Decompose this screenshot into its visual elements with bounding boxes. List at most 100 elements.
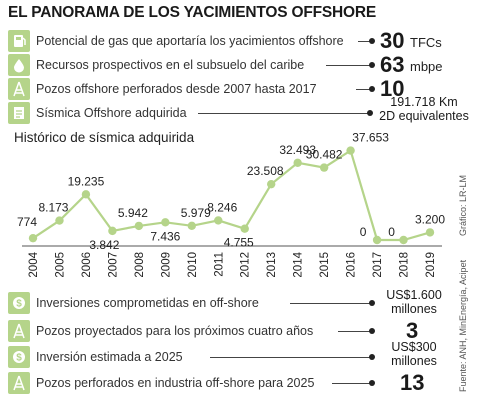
coin-icon: $ bbox=[8, 292, 30, 314]
data-label: 3.842 bbox=[89, 238, 119, 252]
data-point bbox=[134, 221, 144, 231]
stat-unit: mbpe bbox=[410, 59, 443, 74]
data-point bbox=[108, 226, 117, 236]
data-label: 37.653 bbox=[352, 131, 389, 145]
data-label: 3.200 bbox=[415, 212, 445, 226]
stat-label: Inversiones comprometidas en off-shore bbox=[36, 296, 259, 310]
stat-label: Pozos perforados en industria off-shore … bbox=[36, 376, 315, 390]
leader-line bbox=[210, 357, 372, 358]
data-point bbox=[55, 216, 64, 225]
x-tick-label: 2012 bbox=[240, 252, 252, 278]
leader-dot bbox=[369, 380, 375, 386]
stat-value-line1: US$300 bbox=[391, 340, 437, 354]
data-label: 19.235 bbox=[68, 174, 105, 188]
x-tick-label: 2018 bbox=[399, 252, 411, 278]
data-label: 5.979 bbox=[181, 206, 211, 220]
data-label: 30.482 bbox=[306, 148, 343, 162]
leader-dot bbox=[369, 86, 375, 92]
data-point bbox=[240, 224, 249, 233]
x-tick-label: 2004 bbox=[28, 251, 40, 277]
leader-dot bbox=[369, 300, 375, 306]
leader-line bbox=[290, 303, 372, 304]
data-label: 0 bbox=[360, 225, 367, 239]
leader-dot bbox=[369, 354, 375, 360]
leader-line bbox=[326, 65, 372, 66]
leader-line bbox=[198, 113, 370, 114]
leader-dot bbox=[369, 62, 375, 68]
stat-value: 30 bbox=[380, 28, 405, 53]
stat-projected-wells: Pozos proyectados para los próximos cuat… bbox=[8, 318, 448, 343]
leader-dot bbox=[369, 38, 375, 44]
data-label: 8.173 bbox=[38, 201, 68, 215]
leader-dot bbox=[367, 110, 373, 116]
data-label: 4.755 bbox=[224, 236, 254, 250]
data-point bbox=[293, 158, 302, 168]
x-tick-label: 2010 bbox=[187, 252, 199, 278]
series-line bbox=[32, 148, 431, 242]
stat-offshore-wells: Pozos offshore perforados desde 2007 has… bbox=[8, 76, 448, 101]
stat-seismic-acquired: Sísmica Offshore adquirida 191.718 Km 2D… bbox=[8, 95, 469, 124]
data-point bbox=[28, 233, 38, 243]
x-tick-label: 2006 bbox=[81, 252, 93, 278]
stat-value-line2: 2D equivalentes bbox=[379, 109, 469, 123]
stat-label: Pozos proyectados para los próximos cuat… bbox=[36, 324, 314, 338]
x-tick-label: 2016 bbox=[346, 252, 358, 278]
stat-label: Sísmica Offshore adquirida bbox=[36, 106, 187, 120]
stat-wells-2025: Pozos perforados en industria off-shore … bbox=[8, 370, 448, 395]
oil-drop-icon bbox=[8, 54, 30, 76]
x-tick-label: 2015 bbox=[319, 252, 331, 278]
stat-unit: TFCs bbox=[410, 35, 442, 50]
chart-credit: Gráfico: LR-LM bbox=[458, 174, 468, 236]
source-note: Fuente: ANH, MinEnergía, Acipet bbox=[458, 259, 468, 392]
x-tick-label: 2005 bbox=[54, 252, 66, 278]
data-point bbox=[425, 228, 435, 237]
leader-line bbox=[338, 331, 372, 332]
stat-value-line1: 191.718 Km bbox=[390, 95, 458, 109]
stat-value: 13 bbox=[400, 370, 425, 395]
leader-line bbox=[332, 383, 372, 384]
stat-label: Pozos offshore perforados desde 2007 has… bbox=[36, 82, 317, 96]
data-label: 7.436 bbox=[150, 229, 180, 243]
stat-value: 3 bbox=[406, 318, 419, 343]
data-point bbox=[399, 235, 408, 245]
data-point bbox=[161, 218, 170, 227]
x-tick-label: 2008 bbox=[134, 252, 146, 278]
x-tick-label: 2014 bbox=[293, 251, 305, 277]
stat-value: US$1.600 millones bbox=[374, 288, 454, 316]
x-tick-label: 2009 bbox=[160, 252, 172, 278]
chart-title: Histórico de sísmica adquirida bbox=[14, 130, 195, 145]
stat-value-line1: US$1.600 bbox=[386, 288, 442, 302]
gas-icon bbox=[8, 30, 30, 52]
stat-value: 63 bbox=[380, 52, 405, 77]
stat-estimated-investment: $ Inversión estimada a 2025 US$300 millo… bbox=[8, 340, 448, 368]
data-label: 23.508 bbox=[247, 164, 284, 178]
page-title: EL PANORAMA DE LOS YACIMIENTOS OFFSHORE bbox=[8, 4, 376, 21]
data-point bbox=[214, 216, 223, 225]
stat-committed-investment: $ Inversiones comprometidas en off-shore… bbox=[8, 288, 448, 316]
document-icon bbox=[8, 102, 30, 124]
x-tick-label: 2007 bbox=[107, 252, 119, 278]
svg-text:$: $ bbox=[16, 299, 22, 310]
x-tick-label: 2017 bbox=[372, 252, 384, 278]
leader-line bbox=[358, 41, 372, 42]
data-label: 8.246 bbox=[207, 200, 237, 214]
stat-value: 191.718 Km 2D equivalentes bbox=[376, 95, 472, 123]
data-label: 32.493 bbox=[279, 143, 316, 157]
stat-value: 10 bbox=[380, 76, 405, 101]
data-point bbox=[319, 163, 329, 172]
stat-gas-potential: Potencial de gas que aportaría los yacim… bbox=[8, 28, 448, 53]
data-point bbox=[187, 221, 196, 230]
stat-prospective-resources: Recursos prospectivos en el subsuelo del… bbox=[8, 52, 448, 77]
stat-value-line2: millones bbox=[391, 354, 437, 368]
stat-label: Potencial de gas que aportaría los yacim… bbox=[36, 34, 344, 48]
stat-value-line2: millones bbox=[391, 302, 437, 316]
oil-rig-icon bbox=[8, 372, 30, 394]
data-point bbox=[81, 190, 91, 199]
data-point bbox=[372, 235, 382, 245]
leader-line bbox=[356, 89, 372, 90]
coin-icon: $ bbox=[8, 346, 30, 368]
stat-label: Recursos prospectivos en el subsuelo del… bbox=[36, 58, 305, 72]
oil-rig-icon bbox=[8, 320, 30, 342]
data-label: 0 bbox=[388, 225, 395, 239]
